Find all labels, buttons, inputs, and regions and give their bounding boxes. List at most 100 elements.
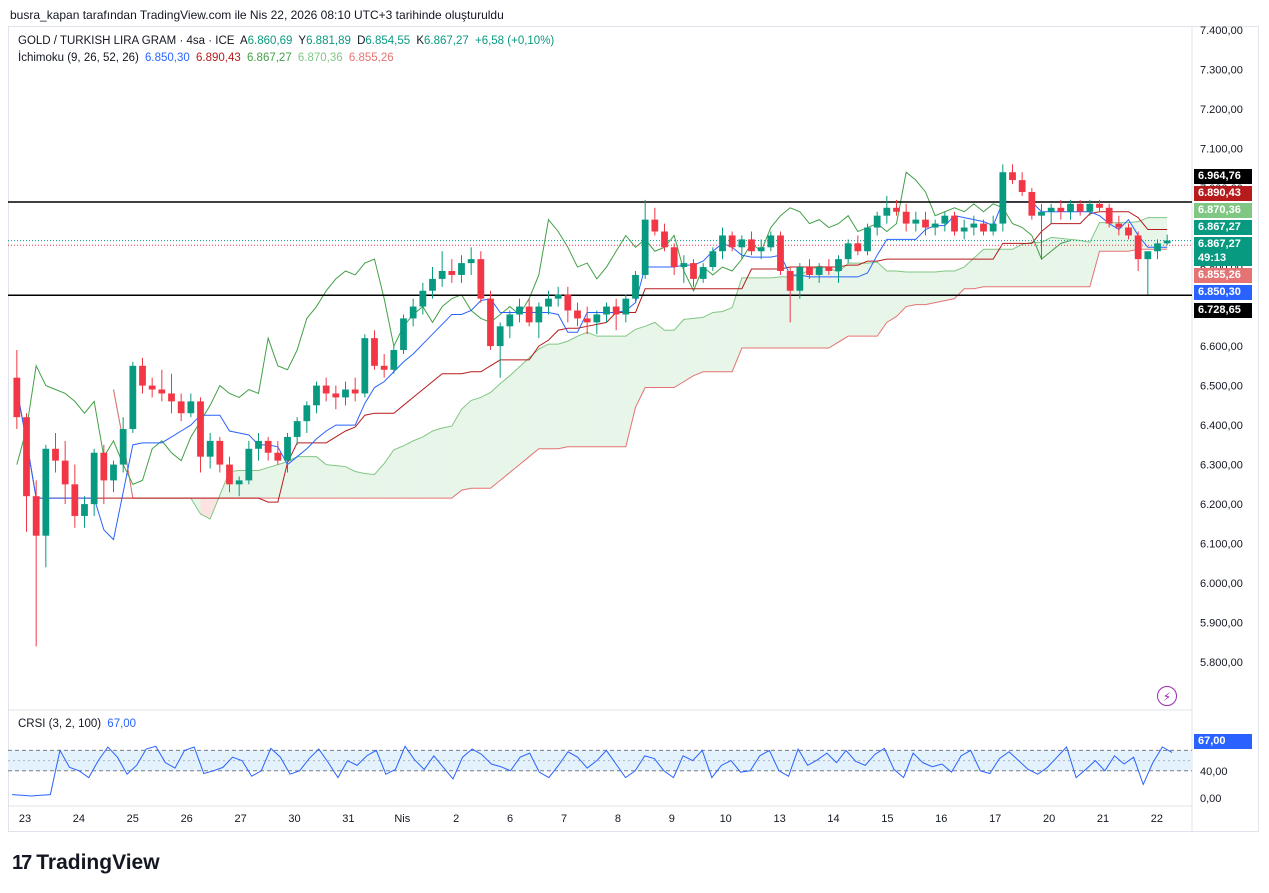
price-axis-label: 6.600,00 [1200, 341, 1243, 353]
candle-body [177, 401, 185, 414]
ichimoku-cloud [326, 464, 336, 499]
crsi-legend[interactable]: CRSI (3, 2, 100) 67,00 [18, 718, 139, 730]
candle-body [670, 247, 678, 268]
candle-body [42, 448, 50, 536]
ichimoku-cloud [306, 456, 317, 499]
candle-body [603, 306, 610, 315]
candle-body [893, 207, 900, 212]
ichimoku-cloud [606, 336, 617, 447]
ichimoku-cloud [355, 471, 365, 499]
tradingview-logo[interactable]: 17 TradingView [12, 851, 160, 875]
ichimoku-cloud [480, 392, 491, 489]
candle-body [1115, 223, 1123, 228]
candle-body [390, 350, 398, 370]
candle-body [332, 393, 340, 398]
ichimoku-cloud [1080, 240, 1090, 287]
ichimoku-cloud [316, 456, 327, 499]
price-tag: 6.850,30 [1194, 285, 1252, 300]
price-axis-label: 6.400,00 [1200, 420, 1243, 432]
candle-body [661, 231, 668, 248]
ichimoku-cloud [915, 271, 926, 305]
candle-body [245, 448, 253, 481]
ichimoku-cloud [335, 465, 346, 499]
chart-frame [8, 26, 1259, 832]
ichimoku-cloud [877, 262, 887, 337]
price-axis-label: 7.200,00 [1200, 104, 1243, 116]
price-tag: 6.855,26 [1194, 268, 1252, 283]
price-axis-label: 6.100,00 [1200, 539, 1243, 551]
ichimoku-cloud [1099, 222, 1110, 252]
ichimoku-cloud [1147, 217, 1158, 250]
ichimoku-cloud [683, 318, 694, 382]
candle-body [61, 460, 69, 485]
candle-body [593, 314, 601, 323]
price-tag: 6.890,43 [1194, 186, 1252, 201]
lagging-value: 6.867,27 [246, 52, 292, 64]
time-axis-label: 8 [615, 813, 621, 825]
symbol-name[interactable]: GOLD / TURKISH LIRA GRAM · 4sa · ICE [18, 35, 235, 47]
lightning-icon[interactable]: ⚡ [1157, 686, 1177, 706]
candle-body [806, 267, 813, 275]
candle-body [632, 274, 639, 299]
tenkan-line [16, 201, 1168, 541]
candle-body [187, 401, 195, 414]
ichimoku-cloud [693, 317, 704, 376]
candle-body [873, 215, 881, 228]
candle-body [100, 452, 108, 481]
tenkan-value: 6.850,30 [145, 52, 190, 64]
candle-body [690, 263, 697, 279]
candle-body [1086, 203, 1094, 212]
candle-body [777, 235, 784, 271]
candle-body [719, 235, 726, 252]
time-axis-label: Nis [394, 813, 410, 825]
symbol-legend[interactable]: GOLD / TURKISH LIRA GRAM · 4sa · ICE A6.… [18, 35, 557, 47]
ichimoku-cloud [422, 431, 433, 499]
candle-body [168, 393, 175, 402]
open-value: 6.860,69 [247, 35, 293, 47]
ichimoku-cloud [712, 311, 723, 372]
ichimoku-cloud [867, 262, 878, 337]
candle-body [999, 172, 1007, 224]
candle-body [815, 267, 823, 275]
candle-body [535, 306, 543, 323]
ichimoku-cloud [770, 276, 781, 349]
candle-body [651, 219, 659, 232]
candle-body [148, 385, 156, 390]
time-axis-label: 30 [288, 813, 300, 825]
ichimoku-legend[interactable]: İchimoku (9, 26, 52, 26) 6.850,30 6.890,… [18, 52, 397, 64]
candle-body [400, 318, 407, 351]
time-axis-label: 14 [827, 813, 839, 825]
time-axis-label: 27 [234, 813, 246, 825]
low-value: 6.854,55 [365, 35, 411, 47]
candle-body [487, 298, 494, 347]
time-axis-label: 2 [453, 813, 459, 825]
ichimoku-cloud [461, 400, 472, 491]
ichimoku-name[interactable]: İchimoku (9, 26, 52, 26) [18, 52, 139, 64]
price-axis-label: 6.300,00 [1200, 460, 1243, 472]
brand-name: TradingView [36, 851, 160, 874]
ichimoku-cloud [442, 426, 452, 499]
ichimoku-cloud [268, 464, 278, 499]
ichimoku-cloud [838, 263, 849, 343]
candle-body [284, 436, 291, 461]
candle-body [226, 464, 233, 485]
candle-body [525, 306, 533, 323]
ichimoku-cloud [722, 307, 733, 372]
ichimoku-cloud [664, 330, 675, 388]
candle-body [81, 504, 88, 516]
candle-body [757, 247, 765, 252]
candle-body [1144, 251, 1152, 260]
candle-body [970, 223, 978, 228]
ichimoku-cloud [886, 270, 897, 323]
span-a-value: 6.870,36 [297, 52, 343, 64]
candle-body [458, 263, 465, 275]
crsi-name[interactable]: CRSI (3, 2, 100) [18, 718, 102, 730]
ichimoku-cloud [828, 268, 839, 349]
ichimoku-cloud [1060, 238, 1071, 287]
candle-body [1163, 240, 1171, 244]
ichimoku-cloud [490, 383, 501, 489]
candle-body [864, 227, 871, 252]
low-label: D [357, 35, 366, 47]
candle-body [738, 239, 746, 248]
